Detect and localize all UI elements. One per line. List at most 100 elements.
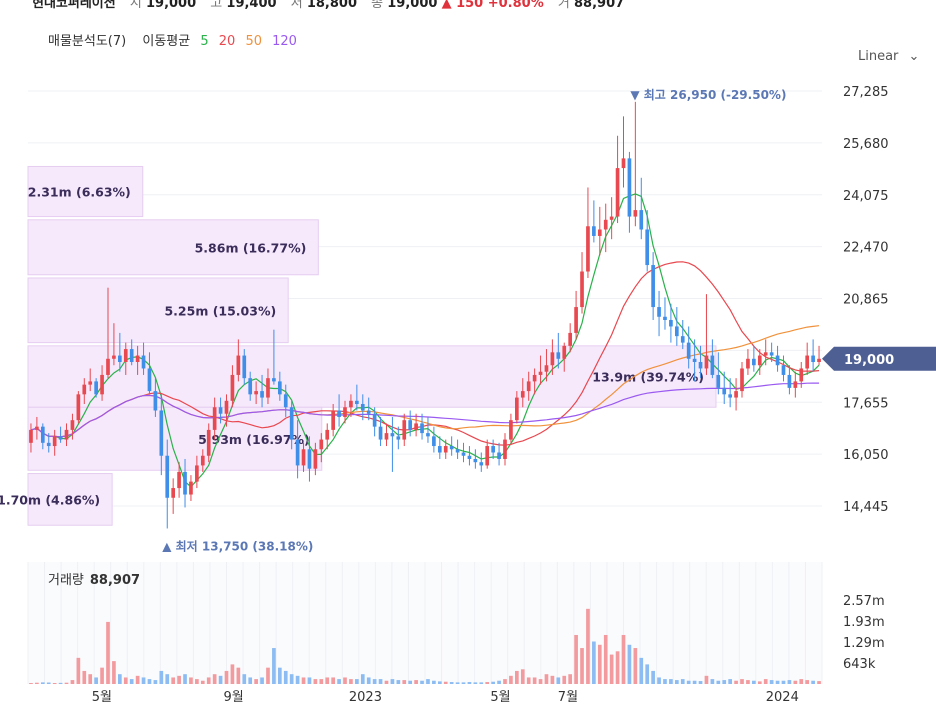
candle [532, 368, 537, 395]
candle [449, 436, 454, 456]
candle-body [686, 342, 691, 359]
candle [544, 349, 549, 382]
candle [236, 339, 241, 382]
candle-body [538, 371, 543, 375]
candle-body [200, 455, 205, 466]
ma-20[interactable]: 20 [218, 34, 236, 49]
scale-dropdown[interactable]: Linear ⌄ [858, 49, 919, 64]
volume-bar [408, 680, 413, 684]
candle [177, 462, 181, 498]
volume-bar [46, 682, 51, 684]
candle-body [420, 423, 424, 434]
volume-bar [461, 682, 466, 684]
volume-bar [64, 682, 69, 684]
candle-body [574, 307, 578, 333]
candle [366, 397, 371, 421]
candle [390, 416, 395, 472]
candle [147, 352, 152, 395]
ma-120[interactable]: 120 [272, 34, 297, 49]
candle [112, 323, 116, 366]
open-label: 시 [129, 0, 142, 11]
candle-body [603, 219, 608, 230]
volume-bar [586, 608, 590, 684]
volume-profile-toggle[interactable]: 매물분석도(7) [48, 34, 127, 49]
current-price-tag: 19,000 [822, 346, 936, 371]
ma-5[interactable]: 5 [200, 34, 209, 49]
candle-body [645, 229, 650, 266]
candle [218, 397, 223, 424]
candle-body [811, 355, 815, 363]
volume-bar [171, 677, 176, 684]
volume-bar [135, 675, 140, 684]
volume-bar [129, 679, 134, 684]
ma-50[interactable]: 50 [245, 34, 262, 49]
volume-bar [295, 675, 300, 684]
candle [763, 339, 768, 366]
candle-body [414, 423, 418, 430]
candle [384, 423, 389, 447]
candle-body [550, 352, 555, 366]
candle [432, 426, 436, 453]
candle-body [775, 355, 780, 366]
volume-bar [775, 680, 780, 684]
candle-body [592, 226, 596, 236]
candle-body [728, 394, 732, 398]
candle [734, 378, 738, 411]
candle [171, 478, 176, 514]
candle [372, 407, 377, 437]
stock-name: 현대코퍼레이션 [32, 0, 116, 11]
volume-bar [562, 675, 567, 684]
candle [485, 439, 490, 469]
candle-body [58, 436, 63, 440]
current-price-label: 19,000 [844, 353, 894, 368]
candle-body [657, 307, 661, 317]
y-tick-label: 22,470 [843, 241, 889, 256]
current-price-badge [822, 346, 936, 371]
volume-bar [349, 679, 353, 684]
y-tick-label: 25,680 [843, 137, 889, 152]
candle-body [165, 455, 170, 498]
ma-line-20 [30, 261, 820, 446]
candle [781, 355, 786, 382]
volume-bar [769, 680, 774, 684]
candle [775, 345, 780, 372]
volume-bar [206, 677, 211, 684]
volume-bar [283, 670, 288, 684]
candle [586, 187, 590, 278]
volume-profile-label: 13.9m (39.74%) [592, 370, 704, 385]
candle-body [118, 355, 122, 363]
moving-average-label[interactable]: 이동평균 [142, 34, 191, 49]
candle [295, 420, 300, 479]
candle-body [562, 345, 567, 359]
volume-bar [437, 681, 442, 684]
candle-body [337, 410, 341, 417]
candle [710, 339, 715, 379]
volume-bar [746, 680, 750, 684]
candle-body [544, 365, 549, 372]
candle [82, 378, 87, 405]
candle-body [532, 374, 537, 382]
candle-body [129, 349, 134, 363]
candle [396, 426, 401, 450]
candle [349, 394, 353, 417]
volume-bar [390, 679, 395, 684]
candle [106, 287, 110, 379]
candle [224, 394, 229, 427]
volume-bar [260, 677, 264, 684]
candle-body [100, 374, 104, 395]
candle-body [147, 368, 152, 392]
candle-body [230, 374, 235, 401]
volume-bar [307, 677, 312, 684]
candle [230, 365, 235, 408]
candle [568, 323, 573, 353]
candle-body [319, 439, 324, 450]
volume-bar [520, 669, 525, 684]
candle-body [402, 420, 407, 440]
candle [455, 439, 460, 459]
low-label: 저 [290, 0, 303, 11]
volume-bar [757, 681, 762, 684]
volume-bar [331, 677, 335, 684]
candle-body [360, 404, 365, 411]
quote-header: 현대코퍼레이션 시 19,000 고 19,400 저 18,800 종 19,… [32, 0, 624, 14]
